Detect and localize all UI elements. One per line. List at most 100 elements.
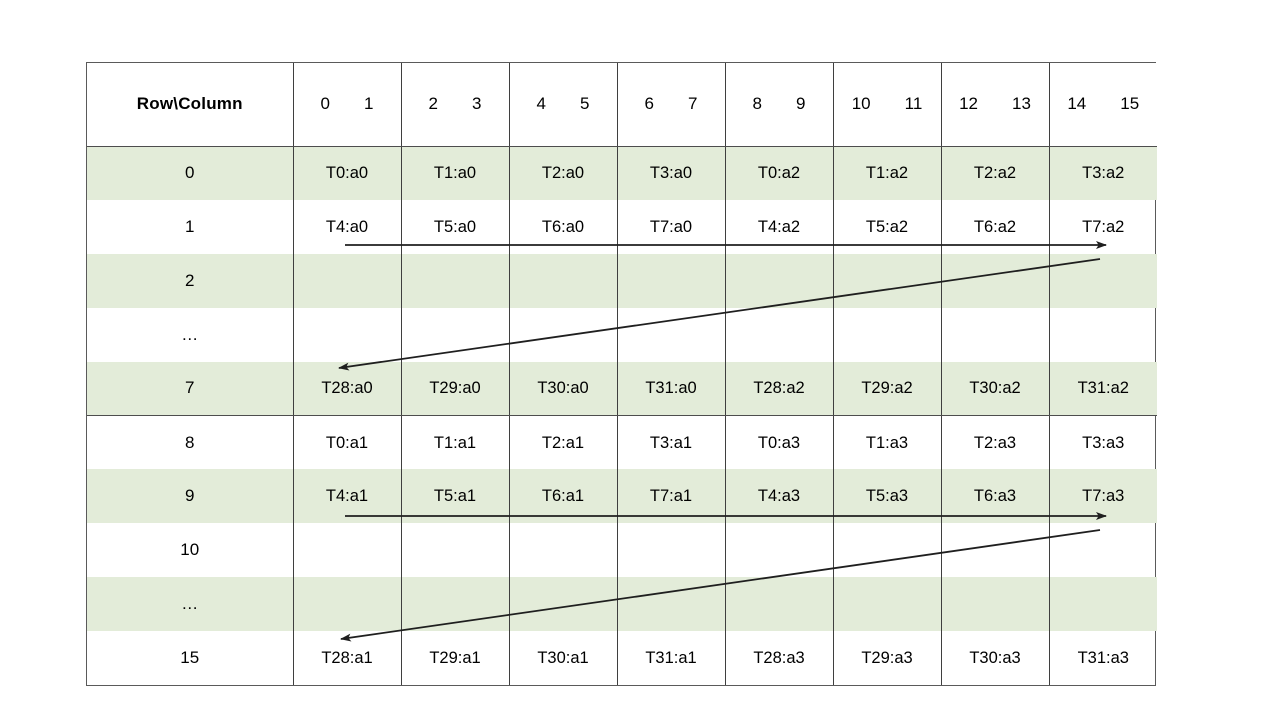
matrix-cell-value: T30:a3 [969,649,1021,667]
thread-block-mapping-table: Row\Column 0 1 2 3 4 5 6 7 8 9 10 11 12 13 14 15 0 T0:a0… [86,62,1157,686]
matrix-cell [1048,253,1157,308]
matrix-cell: T28:a2 [724,361,833,416]
matrix-cell-value: T7:a3 [1082,487,1125,506]
matrix-cell: T31:a2 [1048,361,1157,416]
column-index-right: 13 [1012,94,1031,114]
column-index-right: 1 [364,94,374,114]
row-label-cell: 7 [87,361,293,416]
corner-header-cell: Row\Column [87,63,293,147]
matrix-cell-value: T4:a3 [757,487,801,506]
matrix-cell [508,307,617,362]
matrix-cell [1048,523,1157,578]
matrix-cell-value: T30:a1 [537,649,589,667]
column-header-12-13: 12 13 [940,63,1049,147]
matrix-cell-value: T1:a1 [433,433,477,452]
matrix-cell-value: T7:a1 [649,487,693,506]
matrix-cell [832,307,941,362]
matrix-cell [724,523,833,578]
table-row: 9 T4:a1 T5:a1 T6:a1 T7:a1 T4:a3 T5:a3 T6:a3 T7:a… [87,469,1157,524]
column-index-left: 10 [851,94,871,114]
matrix-cell-value: T4:a1 [325,487,369,506]
matrix-cell-value: T0:a2 [757,164,801,183]
matrix-cell: T0:a2 [724,146,833,200]
matrix-cell [508,253,617,308]
matrix-cell [724,577,833,632]
table-body: 0 T0:a0 T1:a0 T2:a0 T3:a0 T0:a2 T1:a2 T2:a2 T3:a… [87,146,1157,685]
column-index-left: 8 [752,94,762,114]
matrix-cell [616,307,725,362]
matrix-cell: T2:a2 [940,146,1049,200]
column-index-right: 15 [1120,94,1140,114]
matrix-cell [400,253,509,308]
matrix-cell: T31:a3 [1048,631,1157,685]
column-header-pair: 10 11 [834,94,941,114]
matrix-cell [724,307,833,362]
table-row: 7 T28:a0 T29:a0 T30:a0 T31:a0 T28:a2 T29:a2 T30… [87,361,1157,416]
column-index-left: 0 [320,94,330,114]
matrix-cell [724,253,833,308]
matrix-cell [616,253,725,308]
row-label: 15 [180,648,200,667]
matrix-cell: T28:a0 [292,361,401,416]
matrix-cell-value: T5:a3 [865,487,909,506]
matrix-cell: T1:a0 [400,146,509,200]
matrix-cell-value: T0:a1 [325,433,369,452]
row-label-cell: 0 [87,146,293,200]
matrix-cell-value: T2:a2 [973,164,1017,183]
matrix-cell: T30:a2 [940,361,1049,416]
matrix-cell [292,253,401,308]
matrix-cell: T4:a2 [724,199,833,254]
matrix-cell-value: T2:a3 [973,433,1017,452]
matrix-cell-value: T1:a0 [433,164,477,183]
column-index-left: 14 [1067,94,1087,114]
column-index-left: 4 [536,94,546,114]
matrix-cell-value: T29:a1 [429,649,481,667]
matrix-cell: T29:a0 [400,361,509,416]
row-label: 10 [180,540,200,560]
matrix-cell: T2:a1 [508,415,617,470]
matrix-cell: T4:a0 [292,199,401,254]
matrix-cell-value: T6:a1 [541,487,585,506]
matrix-cell: T4:a3 [724,469,833,524]
matrix-cell-value: T3:a3 [1082,433,1125,452]
matrix-cell-value: T0:a0 [325,164,369,183]
matrix-cell-value: T5:a2 [865,217,909,236]
matrix-cell: T2:a0 [508,146,617,200]
matrix-cell: T1:a2 [832,146,941,200]
matrix-cell-value: T4:a2 [757,217,801,236]
row-label: … [181,594,199,614]
matrix-cell: T6:a1 [508,469,617,524]
matrix-cell: T0:a0 [292,146,401,200]
matrix-cell-value: T2:a0 [541,164,585,183]
matrix-cell-value: T28:a1 [321,649,373,667]
matrix-cell [292,307,401,362]
row-label-cell: 10 [87,523,293,577]
matrix-cell: T6:a2 [940,199,1049,254]
row-label: 7 [185,378,195,398]
row-label: 9 [185,486,195,506]
row-label-cell: … [87,308,293,362]
matrix-cell [1048,577,1157,632]
table-row: … [87,577,1157,632]
matrix-cell [940,523,1049,578]
matrix-cell: T3:a2 [1048,146,1157,200]
header-row: Row\Column 0 1 2 3 4 5 6 7 8 9 10 11 12 13 14 15 [87,63,1157,147]
matrix-cell-value: T4:a0 [325,217,369,236]
table-row: 15 T28:a1 T29:a1 T30:a1 T31:a1 T28:a3 T29:a3 T3… [87,631,1157,685]
matrix-cell-value: T29:a2 [861,379,913,398]
matrix-cell [832,523,941,578]
matrix-cell: T0:a1 [292,415,401,470]
matrix-cell-value: T1:a2 [865,164,909,183]
table-head: Row\Column 0 1 2 3 4 5 6 7 8 9 10 11 12 13 14 15 [87,63,1157,147]
matrix-cell: T29:a3 [832,631,941,685]
table-row: 0 T0:a0 T1:a0 T2:a0 T3:a0 T0:a2 T1:a2 T2:a2 T3:a… [87,146,1157,200]
matrix-cell [292,577,401,632]
matrix-cell: T31:a0 [616,361,725,416]
matrix-cell: T5:a1 [400,469,509,524]
